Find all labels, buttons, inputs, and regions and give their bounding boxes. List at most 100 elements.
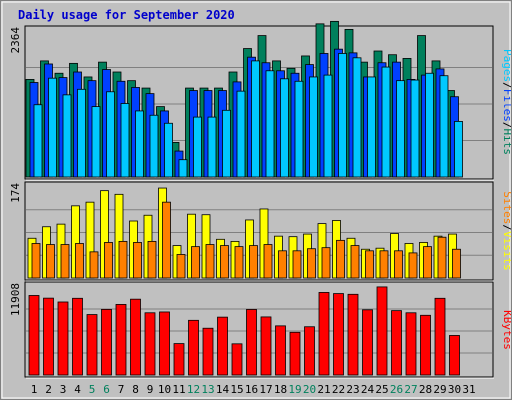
bar-sites-day-22 — [336, 239, 345, 279]
legend-top-part: / — [501, 82, 511, 89]
x-label-day-3: 3 — [60, 383, 67, 396]
bar-pages-day-8 — [135, 110, 144, 178]
bar-sites-day-17 — [263, 244, 273, 279]
bar-kbytes-day-5 — [86, 314, 98, 376]
bar-pages-day-1 — [33, 104, 43, 178]
bar-sites-day-25 — [379, 250, 389, 279]
bar-sites-day-15 — [234, 246, 244, 279]
bar-pages-day-3 — [62, 94, 72, 178]
legend-middle-part: Visits — [501, 231, 511, 271]
bar-sites-day-29 — [437, 236, 447, 279]
x-label-day-30: 30 — [448, 383, 461, 396]
bar-sites-day-3 — [60, 244, 70, 279]
y-max-label-middle: 174 — [9, 183, 22, 203]
x-label-day-17: 17 — [259, 383, 272, 396]
bar-pages-day-20 — [309, 76, 318, 178]
bar-kbytes-day-29 — [434, 297, 446, 376]
legend-bottom: KBytes — [501, 310, 511, 350]
bar-sites-day-26 — [394, 250, 403, 279]
bar-kbytes-day-27 — [405, 312, 417, 376]
bar-sites-day-12 — [191, 246, 200, 279]
legend-top-part: Hits — [501, 129, 511, 156]
bar-sites-day-5 — [89, 251, 99, 279]
bar-kbytes-day-14 — [217, 316, 228, 376]
bar-sites-day-27 — [408, 252, 418, 279]
bar-kbytes-day-13 — [202, 327, 214, 376]
bar-sites-day-2 — [46, 244, 55, 279]
bar-pages-day-6 — [106, 91, 115, 178]
bar-kbytes-day-22 — [333, 293, 344, 376]
bar-pages-day-12 — [193, 116, 202, 178]
bar-pages-day-13 — [207, 116, 217, 178]
bar-pages-day-27 — [410, 79, 420, 178]
bar-kbytes-day-11 — [173, 343, 185, 376]
x-label-day-16: 16 — [245, 383, 258, 396]
bar-kbytes-day-12 — [188, 319, 199, 376]
x-label-day-11: 11 — [172, 383, 185, 396]
bar-sites-day-14 — [220, 245, 229, 279]
bar-pages-day-14 — [222, 109, 231, 178]
x-label-day-13: 13 — [201, 383, 214, 396]
bar-sites-day-7 — [118, 240, 128, 279]
x-label-day-9: 9 — [147, 383, 154, 396]
bar-kbytes-day-2 — [43, 297, 54, 376]
bar-sites-day-18 — [278, 250, 287, 279]
bar-pages-day-22 — [338, 53, 347, 178]
bar-pages-day-16 — [251, 60, 260, 178]
bar-kbytes-day-24 — [362, 309, 373, 376]
x-label-day-26: 26 — [390, 383, 403, 396]
bar-kbytes-day-28 — [420, 314, 431, 376]
bar-kbytes-day-8 — [130, 298, 141, 376]
bar-kbytes-day-19 — [289, 331, 301, 376]
x-label-day-4: 4 — [74, 383, 81, 396]
x-label-day-31: 31 — [462, 383, 475, 396]
bar-sites-day-11 — [176, 254, 186, 279]
legend-top-part: Pages — [501, 49, 511, 82]
chart-title: Daily usage for September 2020 — [18, 8, 235, 22]
x-label-day-10: 10 — [158, 383, 171, 396]
bar-sites-day-30 — [452, 248, 461, 279]
legend-bottom-part: KBytes — [501, 310, 511, 350]
bar-kbytes-day-23 — [347, 293, 359, 376]
bar-pages-day-7 — [120, 103, 130, 178]
bar-sites-day-28 — [423, 246, 432, 279]
bar-sites-day-1 — [31, 243, 41, 279]
bar-kbytes-day-18 — [275, 325, 286, 376]
bar-kbytes-day-17 — [260, 316, 272, 376]
bar-sites-day-10 — [162, 201, 171, 279]
bar-pages-day-9 — [149, 114, 159, 178]
bar-pages-day-28 — [425, 72, 434, 178]
legend-top-part: Files — [501, 89, 511, 122]
bar-sites-day-21 — [321, 247, 331, 279]
bar-kbytes-day-4 — [72, 297, 83, 376]
bar-kbytes-day-7 — [115, 304, 127, 376]
bar-sites-day-9 — [147, 240, 157, 279]
bar-pages-day-15 — [236, 90, 246, 178]
bar-pages-day-21 — [323, 74, 333, 178]
bar-sites-day-16 — [249, 245, 258, 279]
bar-kbytes-day-26 — [391, 310, 402, 376]
x-label-day-24: 24 — [361, 383, 375, 396]
y-max-label-top: 2364 — [9, 27, 22, 54]
bar-pages-day-23 — [352, 57, 362, 178]
legend-top: Pages/Files/Hits — [501, 49, 511, 155]
bar-pages-day-2 — [48, 77, 57, 178]
x-label-day-8: 8 — [132, 383, 139, 396]
bar-kbytes-day-6 — [101, 308, 112, 376]
bar-kbytes-day-3 — [57, 301, 69, 376]
bar-kbytes-day-16 — [246, 309, 257, 376]
bar-sites-day-13 — [205, 244, 215, 279]
bar-pages-day-11 — [178, 159, 188, 178]
bar-pages-day-10 — [164, 122, 173, 178]
x-label-day-14: 14 — [216, 383, 230, 396]
bar-sites-day-23 — [350, 245, 360, 279]
bar-sites-day-6 — [104, 242, 113, 279]
bar-pages-day-5 — [91, 106, 101, 178]
bar-sites-day-19 — [292, 250, 302, 279]
bar-pages-day-19 — [294, 80, 304, 178]
x-label-day-6: 6 — [103, 383, 110, 396]
bar-kbytes-day-20 — [304, 326, 315, 376]
